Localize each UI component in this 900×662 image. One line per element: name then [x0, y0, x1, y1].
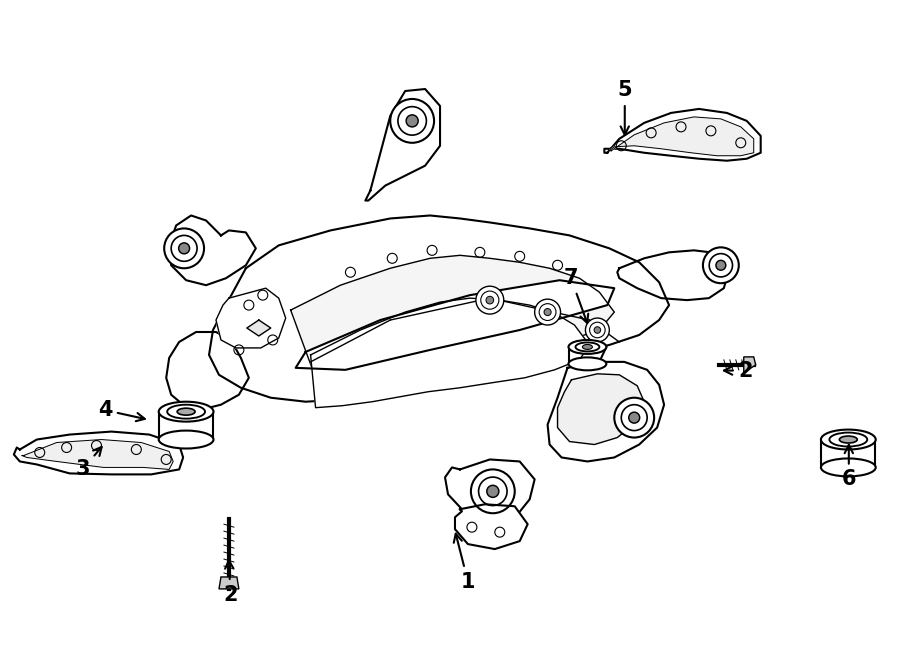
Polygon shape — [547, 362, 664, 461]
Text: 2: 2 — [223, 560, 238, 604]
Ellipse shape — [821, 430, 876, 449]
Polygon shape — [291, 256, 615, 378]
Polygon shape — [22, 440, 173, 469]
Ellipse shape — [840, 436, 858, 443]
Polygon shape — [609, 117, 753, 156]
Polygon shape — [310, 298, 590, 408]
Polygon shape — [557, 374, 644, 444]
Ellipse shape — [487, 485, 499, 497]
Ellipse shape — [177, 408, 195, 415]
Text: 4: 4 — [98, 400, 145, 421]
Ellipse shape — [585, 318, 609, 342]
Ellipse shape — [615, 398, 654, 438]
Ellipse shape — [629, 412, 640, 423]
Polygon shape — [247, 320, 271, 336]
Ellipse shape — [178, 243, 190, 254]
Ellipse shape — [486, 297, 494, 304]
Ellipse shape — [164, 228, 204, 268]
Polygon shape — [617, 250, 729, 300]
Ellipse shape — [535, 299, 561, 325]
Ellipse shape — [716, 260, 725, 270]
Text: 7: 7 — [563, 268, 589, 323]
Polygon shape — [604, 109, 760, 161]
Ellipse shape — [158, 430, 213, 448]
Ellipse shape — [569, 357, 607, 370]
Ellipse shape — [471, 469, 515, 513]
Ellipse shape — [391, 99, 434, 143]
Polygon shape — [216, 288, 285, 348]
Text: 1: 1 — [454, 534, 475, 592]
Ellipse shape — [703, 248, 739, 283]
Ellipse shape — [476, 286, 504, 314]
Ellipse shape — [594, 327, 600, 333]
Text: 5: 5 — [617, 80, 632, 135]
Polygon shape — [455, 504, 527, 549]
Ellipse shape — [821, 459, 876, 477]
Polygon shape — [14, 432, 183, 475]
Ellipse shape — [569, 340, 607, 354]
Polygon shape — [169, 216, 256, 285]
Polygon shape — [219, 577, 238, 589]
Ellipse shape — [582, 344, 592, 350]
Ellipse shape — [158, 402, 213, 422]
Polygon shape — [209, 216, 669, 402]
Polygon shape — [445, 459, 535, 521]
Polygon shape — [296, 280, 615, 370]
Ellipse shape — [406, 115, 419, 127]
Polygon shape — [365, 89, 440, 201]
Polygon shape — [743, 357, 756, 373]
Text: 2: 2 — [724, 361, 753, 381]
Polygon shape — [166, 332, 248, 410]
Ellipse shape — [544, 308, 551, 316]
Text: 6: 6 — [842, 445, 856, 489]
Text: 3: 3 — [76, 447, 102, 479]
